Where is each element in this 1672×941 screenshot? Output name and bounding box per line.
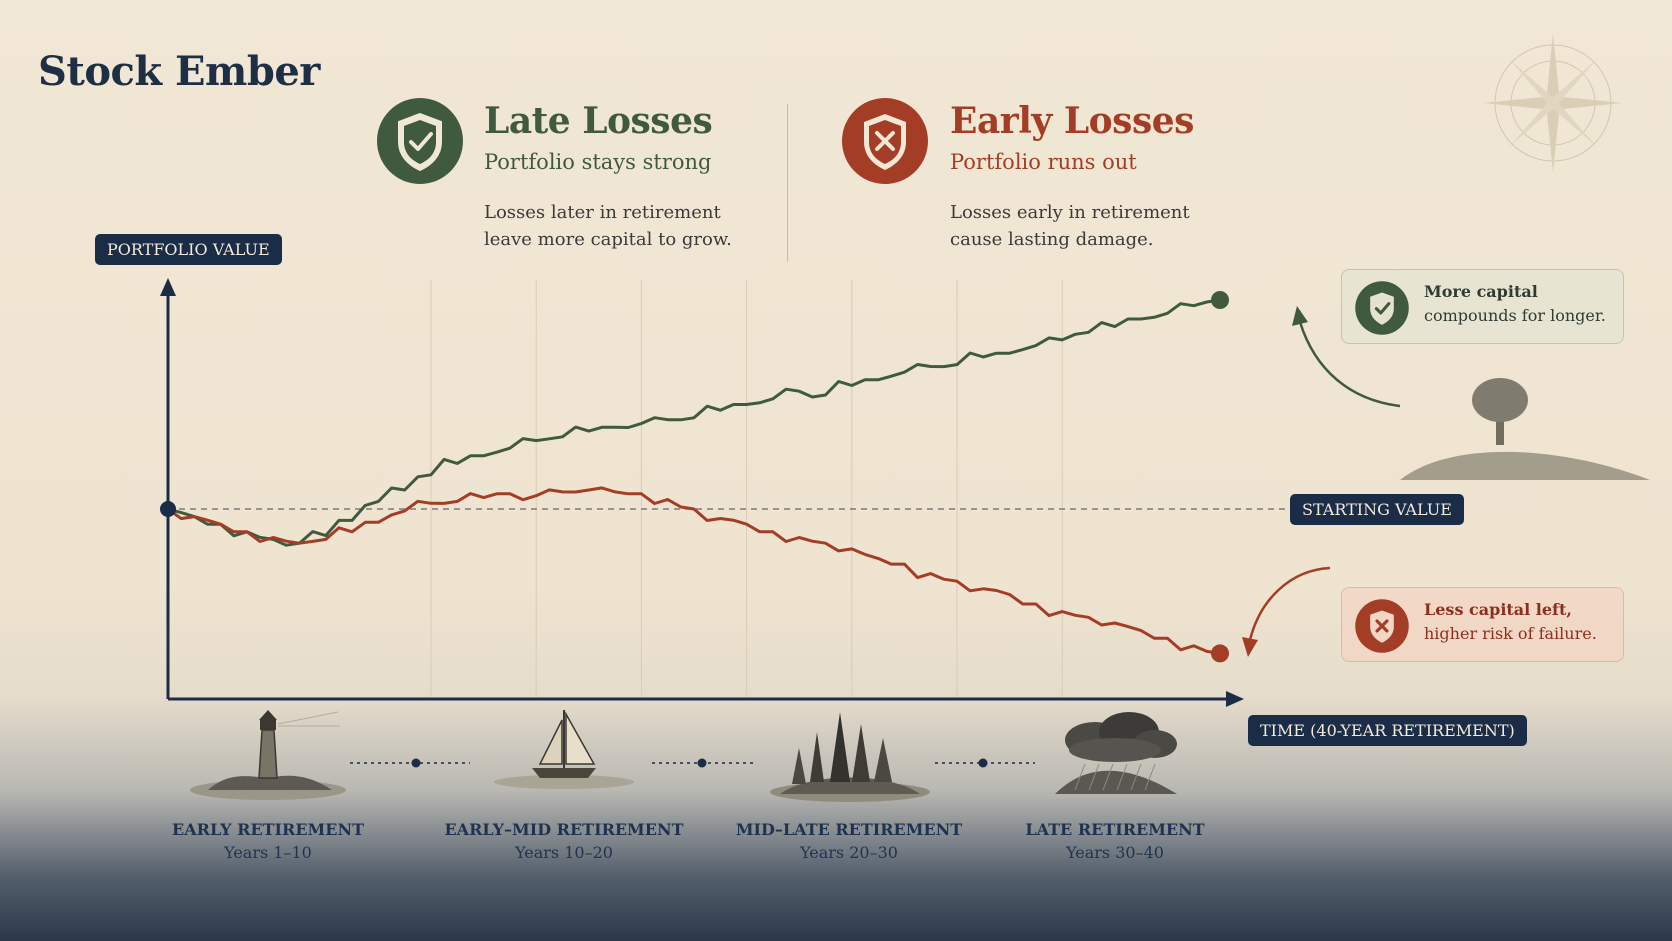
late-losses-subtitle: Portfolio stays strong — [484, 150, 712, 174]
y-axis-label: PORTFOLIO VALUE — [95, 234, 282, 265]
late-losses-description: Losses later in retirement leave more ca… — [484, 202, 732, 250]
red-callout-bold: Less capital left, — [1424, 600, 1572, 619]
phase-name: EARLY–MID RETIREMENT — [444, 820, 684, 839]
red-callout-arrow — [1248, 566, 1331, 641]
green-callout-arrow — [1298, 321, 1401, 408]
start-point — [160, 501, 176, 517]
phase-years: Years 1–10 — [224, 843, 312, 862]
red-callout-text: higher risk of failure. — [1424, 624, 1597, 643]
early-losses-subtitle: Portfolio runs out — [950, 150, 1137, 174]
phase-name: EARLY RETIREMENT — [172, 820, 364, 839]
early-losses-description: Losses early in retirement cause lasting… — [950, 202, 1190, 250]
early-losses-end-point — [1211, 644, 1229, 663]
starting-value-label: STARTING VALUE — [1290, 494, 1464, 525]
early-losses-line — [167, 486, 1221, 655]
shield-check-icon — [377, 98, 463, 184]
phase-years: Years 30–40 — [1066, 843, 1164, 862]
shield-x-icon — [842, 98, 928, 184]
phase-years: Years 20–30 — [800, 843, 898, 862]
late-losses-title: Late Losses — [484, 100, 713, 142]
phase-mid-late: MID–LATE RETIREMENT Years 20–30 — [734, 820, 964, 862]
phase-name: MID–LATE RETIREMENT — [735, 820, 963, 839]
shield-check-icon — [1355, 281, 1409, 335]
early-losses-title: Early Losses — [950, 100, 1194, 142]
header-divider — [787, 104, 788, 262]
shield-x-icon — [1355, 599, 1409, 653]
compass-rose-icon — [1483, 33, 1623, 173]
green-callout: More capital compounds for longer. — [1341, 269, 1624, 344]
x-axis-label: TIME (40-YEAR RETIREMENT) — [1248, 715, 1527, 746]
green-callout-bold: More capital — [1424, 282, 1538, 301]
brand-logo: Stock Ember — [38, 48, 320, 95]
late-losses-line — [167, 298, 1221, 547]
green-callout-arrowhead — [1292, 306, 1308, 326]
red-callout: Less capital left, higher risk of failur… — [1341, 587, 1624, 662]
y-axis-arrow — [160, 278, 176, 296]
phase-early-mid: EARLY–MID RETIREMENT Years 10–20 — [444, 820, 684, 862]
phase-late: LATE RETIREMENT Years 30–40 — [1015, 820, 1215, 862]
x-axis-arrow — [1226, 691, 1244, 707]
late-losses-end-point — [1211, 291, 1229, 309]
green-callout-text: compounds for longer. — [1424, 306, 1606, 325]
phase-early: EARLY RETIREMENT Years 1–10 — [168, 820, 368, 862]
red-callout-arrowhead — [1242, 637, 1258, 657]
phase-name: LATE RETIREMENT — [1025, 820, 1205, 839]
phase-years: Years 10–20 — [515, 843, 613, 862]
